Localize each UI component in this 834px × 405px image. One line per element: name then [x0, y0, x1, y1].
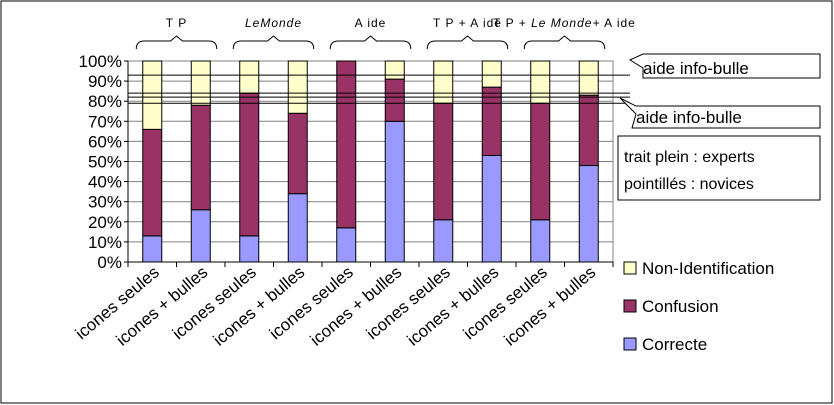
- bar-segment-confusion: [239, 92, 260, 237]
- group-label: T P + A ide: [433, 16, 502, 30]
- bar-segment-non-identification: [287, 60, 308, 114]
- y-tick-label: 50%: [88, 153, 122, 172]
- y-tick-label: 100%: [79, 52, 122, 71]
- legend-label: Non-Identification: [642, 259, 774, 278]
- bar-segment-correcte: [287, 193, 308, 263]
- group-brace: [135, 35, 218, 50]
- y-tick-label: 0%: [97, 253, 122, 272]
- bar-segment-non-identification: [142, 60, 163, 130]
- bar-segment-correcte: [578, 165, 599, 263]
- y-tick-label: 80%: [88, 92, 122, 111]
- callout-bottom-box: [619, 97, 821, 129]
- group-label: T P: [166, 16, 187, 30]
- note-line-2: pointillés : novices: [624, 176, 754, 193]
- note-box: [617, 135, 821, 201]
- bar-segment-confusion: [287, 112, 308, 195]
- bar-segment-non-identification: [481, 60, 502, 88]
- y-tick-label: 30%: [88, 193, 122, 212]
- group-brace: [329, 35, 412, 50]
- bar-segment-non-identification: [384, 60, 405, 80]
- bar-segment-correcte: [142, 235, 163, 263]
- note-line-1: trait plein : experts: [624, 149, 755, 166]
- bar-segment-confusion: [190, 104, 211, 211]
- bar-segment-correcte: [433, 219, 454, 263]
- bar-segment-non-identification: [239, 60, 260, 94]
- y-tick-label: 90%: [88, 72, 122, 91]
- bar-segment-non-identification: [190, 60, 211, 106]
- y-tick-label: 20%: [88, 213, 122, 232]
- group-brace: [232, 35, 315, 50]
- bar-segment-correcte: [190, 209, 211, 263]
- group-label: T P + Le Monde+ A ide: [493, 16, 636, 30]
- legend-swatch: [623, 299, 637, 313]
- bar-segment-correcte: [336, 227, 357, 263]
- bar-segment-confusion: [433, 102, 454, 221]
- group-brace: [426, 35, 509, 50]
- y-tick-label: 70%: [88, 112, 122, 131]
- bar-segment-confusion: [384, 78, 405, 122]
- bar-segment-non-identification: [578, 60, 599, 96]
- group-brace: [523, 35, 606, 50]
- group-label: LeMonde: [245, 16, 302, 30]
- legend-swatch: [623, 261, 637, 275]
- bar-segment-confusion: [336, 60, 357, 229]
- group-label: A ide: [355, 16, 387, 30]
- callout-bottom-text: aide info-bulle: [636, 108, 742, 127]
- callout-top-text: aide info-bulle: [643, 59, 749, 78]
- bar-segment-confusion: [578, 94, 599, 167]
- y-tick-label: 10%: [88, 233, 122, 252]
- legend-label: Correcte: [642, 335, 707, 354]
- bar-segment-correcte: [384, 120, 405, 263]
- legend-label: Confusion: [642, 297, 719, 316]
- y-tick-label: 40%: [88, 173, 122, 192]
- bar-segment-correcte: [481, 154, 502, 263]
- bar-segment-correcte: [530, 219, 551, 263]
- bar-segment-correcte: [239, 235, 260, 263]
- y-tick-label: 60%: [88, 132, 122, 151]
- legend-swatch: [623, 337, 637, 351]
- bar-segment-confusion: [142, 128, 163, 237]
- callout-top-box: [628, 53, 821, 79]
- bar-segment-confusion: [530, 102, 551, 221]
